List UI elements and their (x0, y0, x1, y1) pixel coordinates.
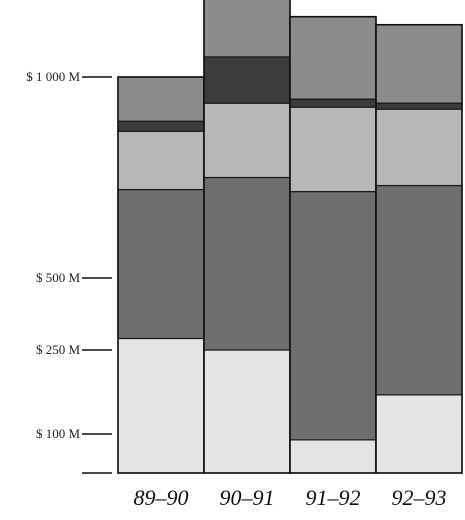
bar-segment-91-92-0 (289, 439, 377, 474)
bar-segment-91-92-4 (289, 16, 377, 100)
y-axis: $ 100 M $ 250 M $ 500 M $ 1 000 M (26, 69, 112, 474)
bar-segment-91-92-3 (289, 98, 377, 108)
bars-layer (117, 0, 463, 474)
bar-segment-90-91-3 (203, 56, 291, 104)
y-tick-label-500: $ 500 M (36, 270, 81, 285)
bar-segment-91-92-2 (289, 106, 377, 193)
bar-segment-92-93-2 (375, 108, 463, 187)
bar-segment-89-90-4 (117, 76, 205, 122)
bar-segment-92-93-3 (375, 102, 463, 110)
bar-segment-90-91-0 (203, 349, 291, 474)
bar-segment-92-93-0 (375, 394, 463, 474)
y-tick-label-250: $ 250 M (36, 342, 81, 357)
category-label-90-91: 90–91 (220, 485, 275, 510)
bar-segment-89-90-3 (117, 120, 205, 132)
bar-segment-92-93-1 (375, 184, 463, 396)
category-label-92-93: 92–93 (392, 485, 447, 510)
bar-segment-89-90-0 (117, 337, 205, 474)
category-labels: 89–90 90–91 91–92 92–93 (134, 485, 447, 510)
category-label-89-90: 89–90 (134, 485, 189, 510)
bar-segment-91-92-1 (289, 190, 377, 441)
y-tick-label-100: $ 100 M (36, 426, 81, 441)
bar-segment-90-91-4 (203, 0, 291, 58)
bar-segment-89-90-1 (117, 188, 205, 340)
bar-segment-92-93-4 (375, 24, 463, 104)
bar-segment-89-90-2 (117, 130, 205, 191)
bar-segment-90-91-2 (203, 102, 291, 179)
bar-segment-90-91-1 (203, 176, 291, 351)
y-tick-label-1000: $ 1 000 M (26, 69, 80, 84)
bar-outline-92-93 (375, 23, 463, 474)
category-label-91-92: 91–92 (306, 485, 361, 510)
